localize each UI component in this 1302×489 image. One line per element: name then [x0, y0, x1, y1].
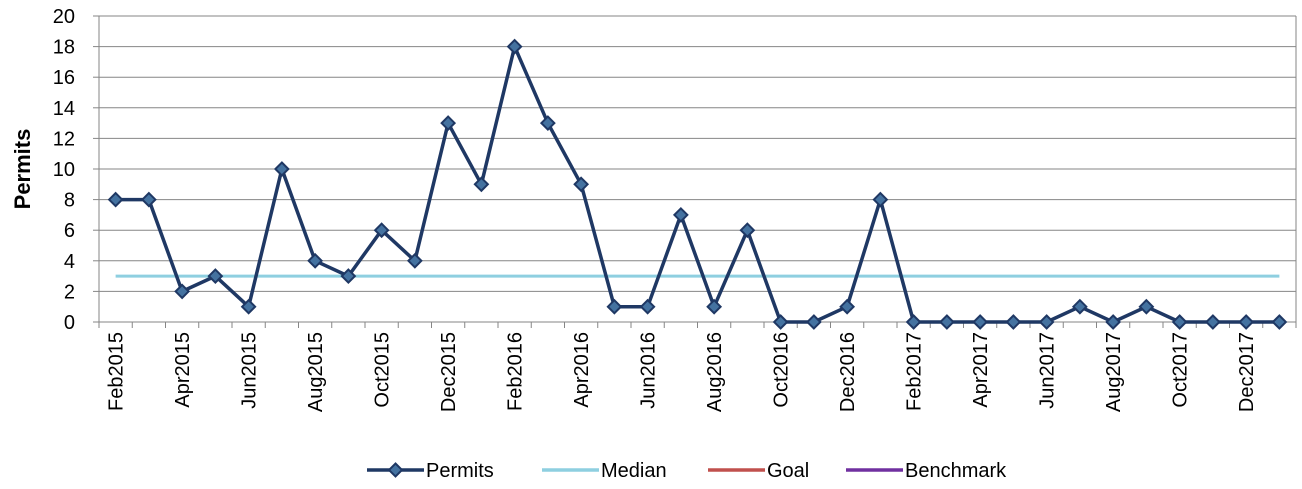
y-tick-label: 20 — [53, 6, 75, 28]
permits-point — [805, 314, 822, 330]
permits-point — [273, 161, 290, 177]
legend-label: Benchmark — [905, 460, 1007, 482]
permits-point — [639, 298, 656, 315]
permits-point — [140, 191, 157, 208]
x-tick-label: Apr2016 — [571, 332, 593, 408]
x-tick-label: Dec2017 — [1236, 332, 1258, 412]
permits-point — [839, 298, 856, 315]
legend: Permits Median Goal Benchmark — [367, 460, 1007, 482]
x-tick-label: Jun2015 — [239, 332, 261, 409]
permits-point — [406, 252, 423, 269]
x-tick-label: Aug2015 — [305, 332, 327, 412]
permits-point — [1005, 314, 1022, 330]
permits-point — [1238, 314, 1255, 330]
x-tick-label: Feb2017 — [904, 332, 926, 411]
permits-point — [772, 314, 789, 330]
legend-item: Goal — [708, 460, 809, 482]
permits-point — [539, 115, 556, 132]
permits-point — [872, 191, 889, 208]
permits-point — [240, 298, 257, 315]
permits-line — [115, 44, 1280, 324]
x-tick-labels: Feb2015 Apr2015 Jun2015 Aug2015 Oct2015 Dec20… — [106, 332, 1259, 412]
y-tick-label: 6 — [64, 220, 75, 242]
x-tick-label: Feb2016 — [505, 332, 527, 411]
x-tick-label: Oct2017 — [1170, 332, 1192, 408]
y-tick-label: 2 — [64, 281, 75, 303]
x-tick-label: Aug2016 — [704, 332, 726, 412]
x-tick-label: Oct2016 — [771, 332, 793, 408]
y-tick-label: 14 — [53, 98, 75, 120]
permits-point — [573, 176, 590, 193]
legend-marker — [387, 462, 404, 478]
x-tick-label: Dec2016 — [837, 332, 859, 412]
permits-point — [1271, 314, 1288, 330]
permits-point — [1105, 314, 1122, 330]
permits-point — [905, 314, 922, 330]
permits-point — [440, 115, 457, 132]
legend-label: Goal — [767, 460, 809, 482]
permits-point — [739, 222, 756, 239]
x-tick-label: Jun2016 — [638, 332, 660, 409]
permits-point — [1171, 314, 1188, 330]
permits-point — [174, 283, 191, 300]
permits-point — [1071, 298, 1088, 315]
permits-point — [1038, 314, 1055, 330]
axes — [93, 15, 1297, 328]
y-tick-label: 16 — [53, 67, 75, 89]
series — [107, 38, 1288, 330]
y-tick-label: 0 — [64, 312, 75, 334]
legend-label: Median — [601, 460, 667, 482]
legend-item: Permits — [367, 460, 494, 482]
y-tick-label: 18 — [53, 37, 75, 59]
gridlines — [99, 15, 1296, 323]
permits-point — [1204, 314, 1221, 330]
x-tick-label: Aug2017 — [1103, 332, 1125, 412]
permits-point — [938, 314, 955, 330]
permits-point — [373, 222, 390, 239]
y-tick-label: 8 — [64, 190, 75, 212]
x-tick-label: Jun2017 — [1037, 332, 1059, 409]
permits-point — [672, 206, 689, 223]
permits-point — [506, 38, 523, 55]
legend-item: Benchmark — [846, 460, 1007, 482]
permits-point — [207, 268, 224, 285]
permits-point — [307, 252, 324, 269]
permits-point — [473, 176, 490, 193]
y-axis-title: Permits — [10, 129, 35, 210]
x-tick-label: Feb2015 — [106, 332, 128, 411]
x-tick-label: Apr2015 — [172, 332, 194, 408]
legend-label: Permits — [426, 460, 494, 482]
permits-point — [1138, 298, 1155, 315]
permits-point — [706, 298, 723, 315]
legend-item: Median — [542, 460, 667, 482]
y-tick-label: 10 — [53, 159, 75, 181]
x-tick-label: Dec2015 — [438, 332, 460, 412]
y-tick-label: 12 — [53, 128, 75, 150]
y-tick-label: 4 — [64, 251, 75, 273]
x-tick-label: Apr2017 — [970, 332, 992, 408]
x-tick-label: Oct2015 — [372, 332, 394, 408]
permits-point — [606, 298, 623, 315]
permits-point — [340, 268, 357, 285]
permits-point — [972, 314, 989, 330]
permits-point — [107, 191, 124, 208]
y-tick-labels: 0 2 4 6 8 10 12 14 16 18 20 — [53, 6, 75, 334]
